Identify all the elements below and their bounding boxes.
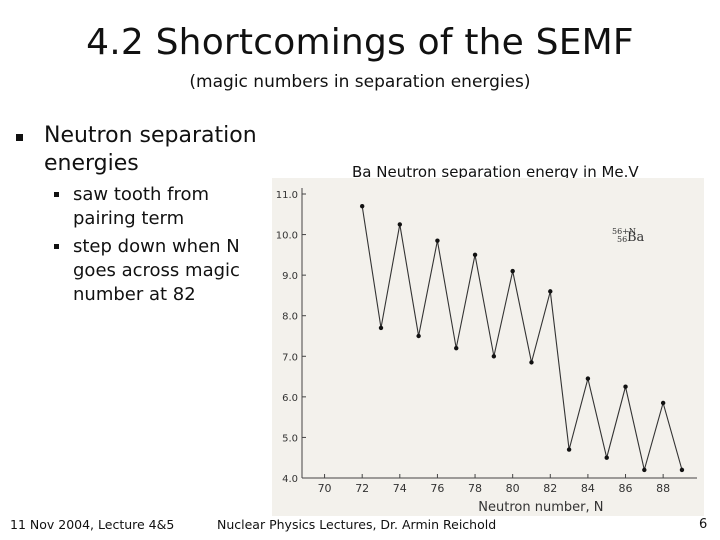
data-point [566, 447, 572, 452]
separation-energy-chart: 4.0 5.0 6.0 7.0 8.0 9.0 10.0 11.0 70 72 74 76 78 80 82… [272, 178, 704, 516]
x-tick-label: 72 [355, 482, 369, 495]
y-tick-label: 6.0 [282, 393, 298, 404]
nuclide-label-z: 56 [617, 235, 627, 244]
data-point [585, 376, 591, 381]
data-point [416, 333, 421, 339]
square-bullet-icon [16, 134, 23, 141]
square-bullet-icon [54, 244, 59, 249]
x-axis-label: Neutron number, N [478, 500, 603, 515]
data-point [397, 222, 403, 227]
data-point [454, 345, 459, 351]
nuclide-label-symbol: Ba [627, 230, 645, 245]
x-tick-label: 70 [318, 482, 332, 495]
data-point [623, 384, 628, 389]
series-line [361, 206, 683, 471]
data-point [510, 268, 515, 274]
y-tick-label: 9.0 [282, 271, 298, 282]
data-point [529, 360, 534, 365]
y-tick-label: 4.0 [282, 474, 298, 485]
page-number: 6 [699, 517, 708, 532]
slide-subtitle: (magic numbers in separation energies) [189, 72, 531, 92]
sub-bullet-text: step down when N goes across magic numbe… [73, 236, 240, 305]
footer-course: Nuclear Physics Lectures, Dr. Armin Reic… [217, 517, 497, 532]
footer-date-lecture: 11 Nov 2004, Lecture 4&5 [10, 517, 175, 532]
nuclide-label-mass: 56+N [612, 227, 636, 236]
slide-title: 4.2 Shortcomings of the SEMF [86, 22, 634, 63]
x-tick-label: 88 [656, 482, 670, 495]
data-point [491, 354, 497, 359]
x-tick-label: 78 [468, 482, 482, 495]
data-point [604, 455, 609, 460]
x-tick-label: 86 [619, 482, 633, 495]
nuclide-label: 56+N 56 Ba [612, 227, 645, 245]
data-point [359, 203, 365, 209]
x-tick-label: 82 [543, 482, 557, 495]
chart-caption: Ba Neutron separation energy in Me.V [352, 163, 639, 181]
sub-bullet-text: saw tooth from pairing term [73, 184, 210, 229]
data-point [548, 289, 553, 294]
y-tick-label: 5.0 [282, 433, 298, 444]
bullet-text: Neutron separation energies [44, 123, 257, 176]
square-bullet-icon [54, 192, 59, 197]
x-tick-label: 84 [581, 482, 595, 495]
x-tick-label: 80 [506, 482, 520, 495]
y-tick-label: 8.0 [282, 312, 298, 323]
data-point [642, 467, 647, 473]
y-tick-label: 11.0 [276, 190, 298, 201]
data-point [435, 238, 440, 243]
data-point [660, 400, 666, 406]
x-tick-label: 74 [393, 482, 407, 495]
chart-background [272, 178, 704, 516]
y-tick-label: 10.0 [276, 231, 298, 242]
x-tick-label: 76 [430, 482, 444, 495]
data-point [679, 467, 685, 473]
data-point [472, 252, 478, 258]
y-tick-label: 7.0 [282, 352, 298, 363]
data-point [378, 325, 384, 331]
